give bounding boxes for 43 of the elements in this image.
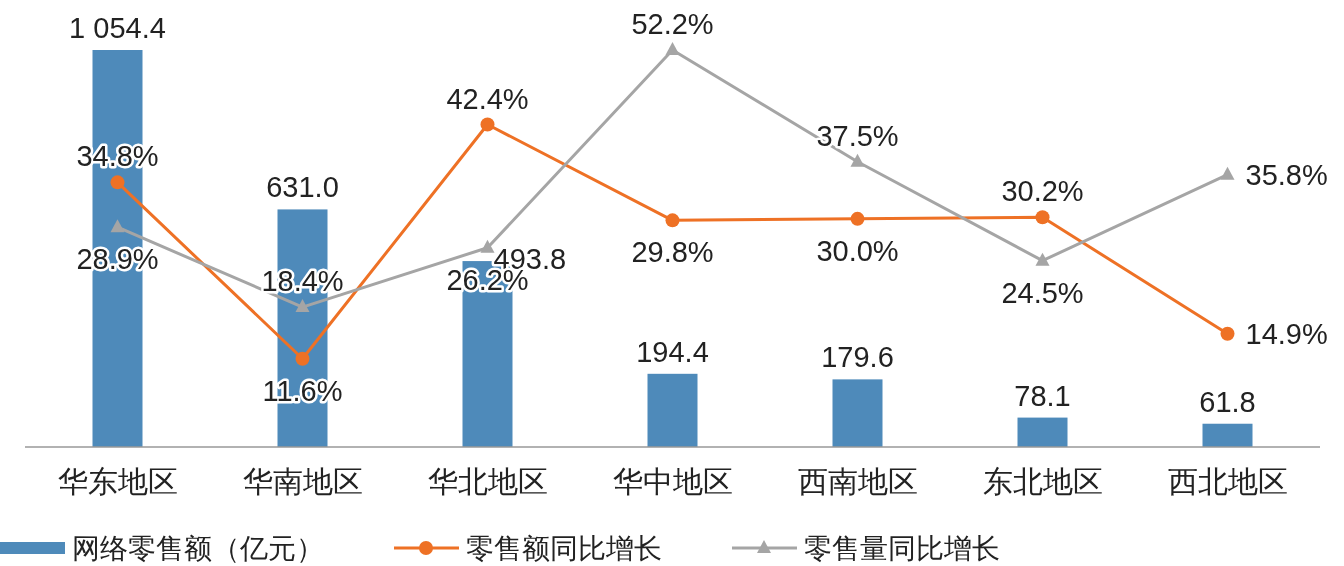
point	[850, 211, 865, 226]
data-label: 35.8%	[1245, 158, 1328, 191]
point	[1035, 252, 1050, 266]
bar	[832, 379, 883, 447]
point	[480, 117, 495, 132]
x-tick-label: 华北地区	[427, 465, 548, 498]
point	[1220, 166, 1235, 180]
data-label: 631.0	[266, 171, 339, 204]
bar	[1017, 417, 1068, 447]
data-label: 78.1	[1014, 379, 1071, 412]
point	[110, 219, 125, 233]
point	[665, 42, 680, 55]
point	[480, 239, 495, 253]
data-label: 61.8	[1199, 385, 1256, 418]
data-label: 14.9%	[1245, 317, 1328, 350]
point	[665, 213, 680, 228]
data-label: 52.2%	[631, 8, 714, 40]
point	[850, 153, 865, 167]
data-label: 194.4	[636, 335, 709, 368]
legend-label: 零售额同比增长	[466, 533, 662, 564]
data-label: 30.2%	[1001, 175, 1084, 208]
data-label: 24.5%	[1001, 276, 1084, 309]
x-tick-label: 西北地区	[1167, 465, 1288, 498]
bar	[1202, 423, 1253, 447]
legend-label: 网络零售额（亿元）	[72, 533, 324, 564]
point	[295, 299, 310, 313]
legend-label: 零售量同比增长	[804, 533, 1000, 564]
point	[1220, 326, 1235, 341]
data-label: 179.6	[821, 341, 894, 374]
data-label: 37.5%	[816, 119, 899, 152]
point	[110, 175, 125, 190]
data-label: 30.0%	[816, 234, 899, 267]
x-tick-label: 华东地区	[57, 465, 178, 498]
x-tick-label: 东北地区	[982, 465, 1103, 498]
x-tick-label: 华南地区	[242, 465, 363, 498]
point	[295, 351, 310, 366]
point	[1035, 210, 1050, 225]
data-label: 29.8%	[631, 236, 714, 269]
data-label: 42.4%	[446, 82, 529, 115]
data-label: 1 054.4	[69, 12, 166, 44]
x-tick-label: 华中地区	[612, 465, 733, 498]
x-tick-label: 西南地区	[797, 465, 918, 498]
bar	[647, 373, 698, 447]
